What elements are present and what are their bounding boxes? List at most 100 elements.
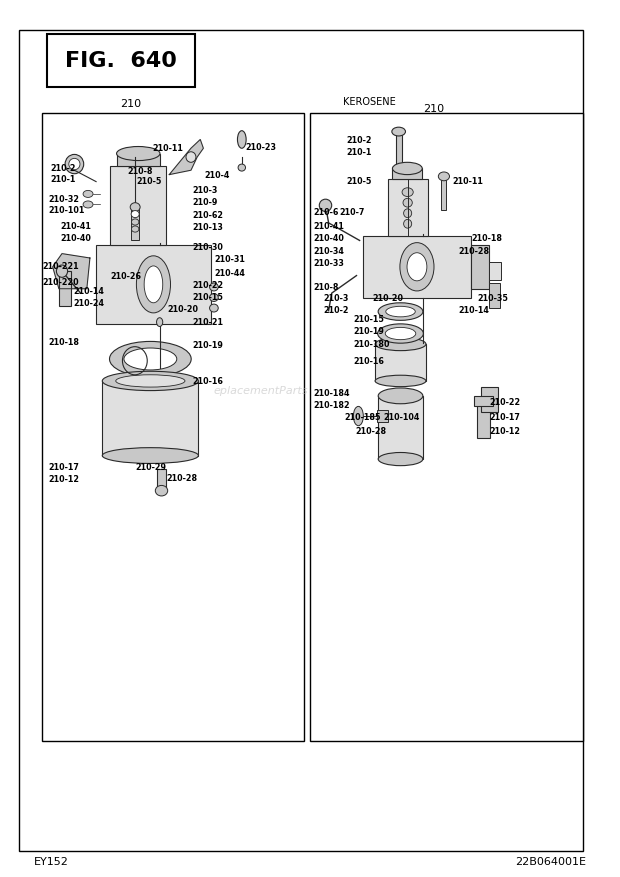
- Text: 210-12: 210-12: [490, 427, 521, 436]
- Ellipse shape: [144, 267, 162, 303]
- Text: 210-32: 210-32: [48, 195, 79, 203]
- Ellipse shape: [375, 376, 426, 388]
- Bar: [110, 167, 166, 246]
- Text: 210-33: 210-33: [313, 259, 344, 267]
- Text: 210-29: 210-29: [135, 463, 166, 472]
- Ellipse shape: [124, 349, 177, 371]
- Text: 210-4: 210-4: [205, 171, 230, 180]
- Text: 210-28: 210-28: [459, 246, 490, 255]
- Text: 210: 210: [423, 103, 445, 114]
- Text: 210-101: 210-101: [48, 206, 85, 215]
- Ellipse shape: [117, 147, 160, 161]
- Bar: [42, 114, 304, 741]
- Ellipse shape: [210, 304, 218, 312]
- Text: 210-41: 210-41: [313, 222, 344, 231]
- Bar: [96, 246, 211, 324]
- Bar: [310, 114, 583, 741]
- Text: 210-17: 210-17: [48, 463, 79, 472]
- Text: 210-22: 210-22: [490, 397, 521, 406]
- Bar: [378, 396, 423, 460]
- Text: 210-5: 210-5: [136, 177, 162, 186]
- Bar: [396, 132, 402, 168]
- Text: 210-221: 210-221: [42, 261, 79, 270]
- Text: 210-13: 210-13: [192, 223, 223, 232]
- Text: 210-19: 210-19: [353, 327, 384, 336]
- Ellipse shape: [156, 486, 167, 496]
- Ellipse shape: [69, 160, 80, 170]
- Text: 210-16: 210-16: [192, 377, 223, 386]
- Polygon shape: [53, 254, 90, 289]
- Bar: [489, 284, 500, 309]
- Bar: [363, 237, 471, 298]
- Bar: [59, 272, 71, 307]
- Text: 22B064001E: 22B064001E: [515, 856, 586, 866]
- Text: 210-28: 210-28: [355, 427, 386, 436]
- Bar: [474, 396, 493, 407]
- Bar: [388, 180, 428, 237]
- Text: 210-220: 210-220: [42, 278, 79, 287]
- Bar: [375, 345, 426, 381]
- Text: 210-16: 210-16: [353, 357, 384, 366]
- Bar: [131, 206, 139, 241]
- Text: 210-1: 210-1: [346, 148, 371, 157]
- Ellipse shape: [210, 283, 218, 291]
- Text: 210-41: 210-41: [61, 222, 92, 231]
- Text: 210-8: 210-8: [127, 167, 153, 175]
- Text: 210-18: 210-18: [48, 338, 79, 346]
- Ellipse shape: [385, 328, 416, 340]
- Text: 210-14: 210-14: [73, 287, 104, 296]
- Text: 210-1: 210-1: [51, 175, 76, 184]
- Ellipse shape: [136, 256, 171, 313]
- Ellipse shape: [56, 266, 68, 278]
- Text: 210-8: 210-8: [313, 283, 339, 292]
- Text: 210-17: 210-17: [490, 413, 521, 422]
- Text: 210-104: 210-104: [383, 413, 420, 422]
- Ellipse shape: [83, 202, 93, 209]
- Text: 210-3: 210-3: [323, 294, 348, 303]
- Ellipse shape: [375, 338, 426, 352]
- Ellipse shape: [378, 303, 423, 321]
- Text: EY152: EY152: [34, 856, 69, 866]
- Text: 210: 210: [120, 98, 141, 109]
- Text: 210-9: 210-9: [192, 198, 218, 207]
- Bar: [102, 381, 198, 456]
- Text: 210-28: 210-28: [166, 474, 197, 482]
- Text: 210-44: 210-44: [214, 268, 245, 277]
- Text: 210-6: 210-6: [313, 208, 339, 217]
- Ellipse shape: [238, 165, 246, 172]
- Ellipse shape: [110, 342, 191, 377]
- Bar: [489, 263, 501, 281]
- Ellipse shape: [210, 295, 218, 302]
- Ellipse shape: [186, 153, 196, 163]
- Ellipse shape: [130, 203, 140, 212]
- Ellipse shape: [116, 375, 185, 388]
- Text: eplacementParts: eplacementParts: [213, 385, 308, 396]
- Ellipse shape: [378, 389, 423, 404]
- Ellipse shape: [438, 173, 450, 182]
- Text: 210-19: 210-19: [192, 340, 223, 349]
- Text: 210-18: 210-18: [471, 234, 502, 243]
- Ellipse shape: [402, 189, 413, 197]
- Text: 210-35: 210-35: [477, 294, 508, 303]
- Bar: [392, 169, 422, 180]
- Ellipse shape: [407, 253, 427, 282]
- Text: 210-34: 210-34: [313, 246, 344, 255]
- Text: 210-26: 210-26: [110, 272, 141, 281]
- Text: KEROSENE: KEROSENE: [342, 96, 396, 107]
- Bar: [46, 35, 195, 88]
- Text: 210-40: 210-40: [61, 234, 92, 243]
- Ellipse shape: [65, 155, 84, 175]
- Ellipse shape: [392, 163, 422, 175]
- Text: 210-7: 210-7: [340, 208, 365, 217]
- Text: 210-11: 210-11: [453, 177, 484, 186]
- Ellipse shape: [353, 407, 363, 426]
- Text: 210-15: 210-15: [353, 315, 384, 324]
- Ellipse shape: [386, 307, 415, 317]
- Text: 210-185: 210-185: [344, 413, 381, 422]
- Text: 210-5: 210-5: [346, 177, 371, 186]
- Text: 210-182: 210-182: [313, 401, 350, 410]
- Text: 210-2: 210-2: [51, 164, 76, 173]
- Text: 210-3: 210-3: [192, 186, 218, 195]
- Text: 210-184: 210-184: [313, 389, 350, 397]
- Text: 210-11: 210-11: [152, 144, 183, 153]
